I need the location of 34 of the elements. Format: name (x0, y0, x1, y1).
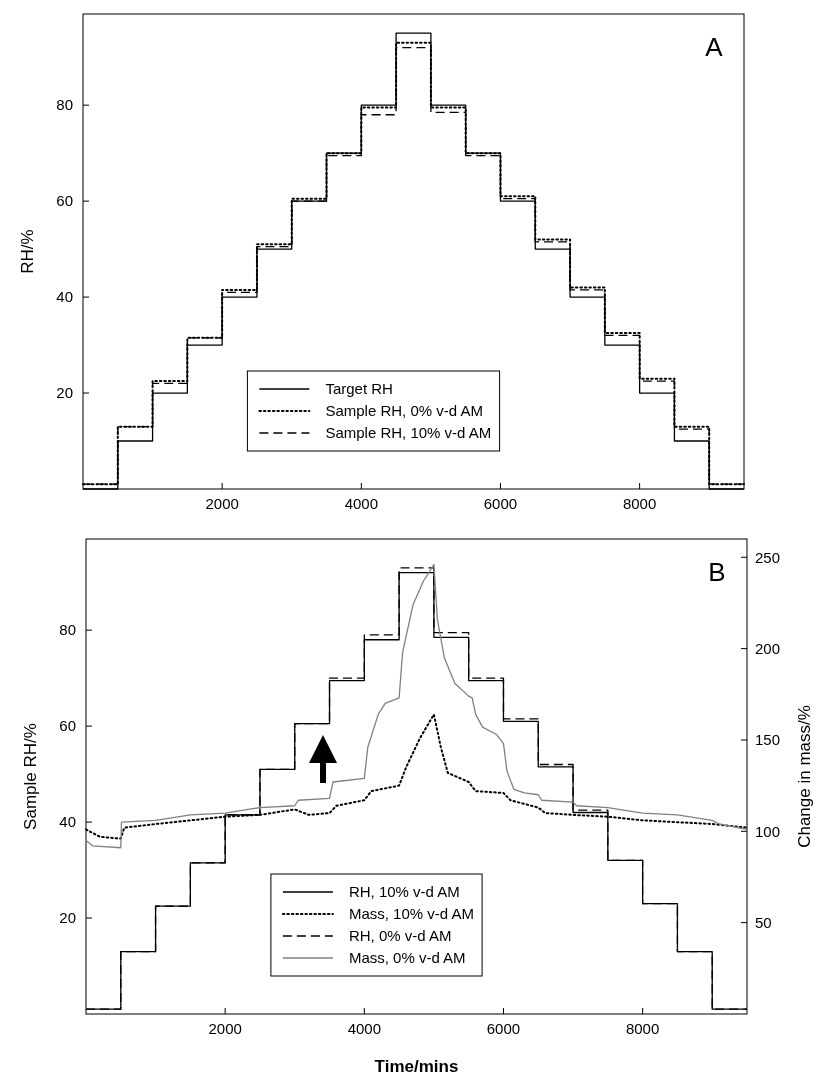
x-tick-label: 4000 (344, 495, 378, 512)
y-axis-title: RH/% (18, 229, 37, 274)
y-tick-label: 20 (56, 384, 73, 402)
legend-label: Sample RH, 0% v-d AM (325, 402, 483, 420)
y-tick-label: 40 (56, 288, 73, 306)
y2-tick-label: 150 (755, 731, 781, 749)
y-tick-label: 60 (59, 717, 76, 735)
x-tick-label: 8000 (625, 1020, 660, 1037)
x-tick-label: 2000 (208, 1020, 242, 1037)
legend-label: RH, 0% v-d AM (348, 927, 452, 945)
x-tick-label: 6000 (486, 1020, 521, 1037)
x-tick-label: 6000 (483, 495, 518, 512)
x-tick-label: 2000 (205, 495, 239, 512)
legend-label: RH, 10% v-d AM (348, 883, 460, 901)
x-tick-label: 8000 (622, 495, 657, 512)
y-tick-label: 80 (56, 96, 73, 114)
y2-tick-label: 100 (755, 822, 781, 840)
legend-label: Target RH (325, 380, 393, 398)
y-tick-label: 20 (59, 909, 76, 927)
x-axis-title: Time/mins (374, 1057, 459, 1076)
legend-label: Sample RH, 10% v-d AM (325, 424, 492, 442)
y2-axis-title: Change in mass/% (795, 705, 814, 848)
y2-tick-label: 50 (755, 913, 772, 931)
legend-label: Mass, 0% v-d AM (348, 949, 466, 967)
legend-label: Mass, 10% v-d AM (348, 905, 474, 923)
y2-tick-label: 200 (755, 639, 781, 657)
y2-tick-label: 250 (755, 548, 781, 566)
y-tick-label: 80 (59, 621, 76, 639)
x-tick-label: 4000 (347, 1020, 381, 1037)
annotation: B (708, 557, 726, 587)
y-tick-label: 60 (56, 192, 73, 210)
y-tick-label: 40 (59, 813, 76, 831)
annotation: A (705, 32, 724, 62)
y-axis-title: Sample RH/% (21, 723, 40, 830)
